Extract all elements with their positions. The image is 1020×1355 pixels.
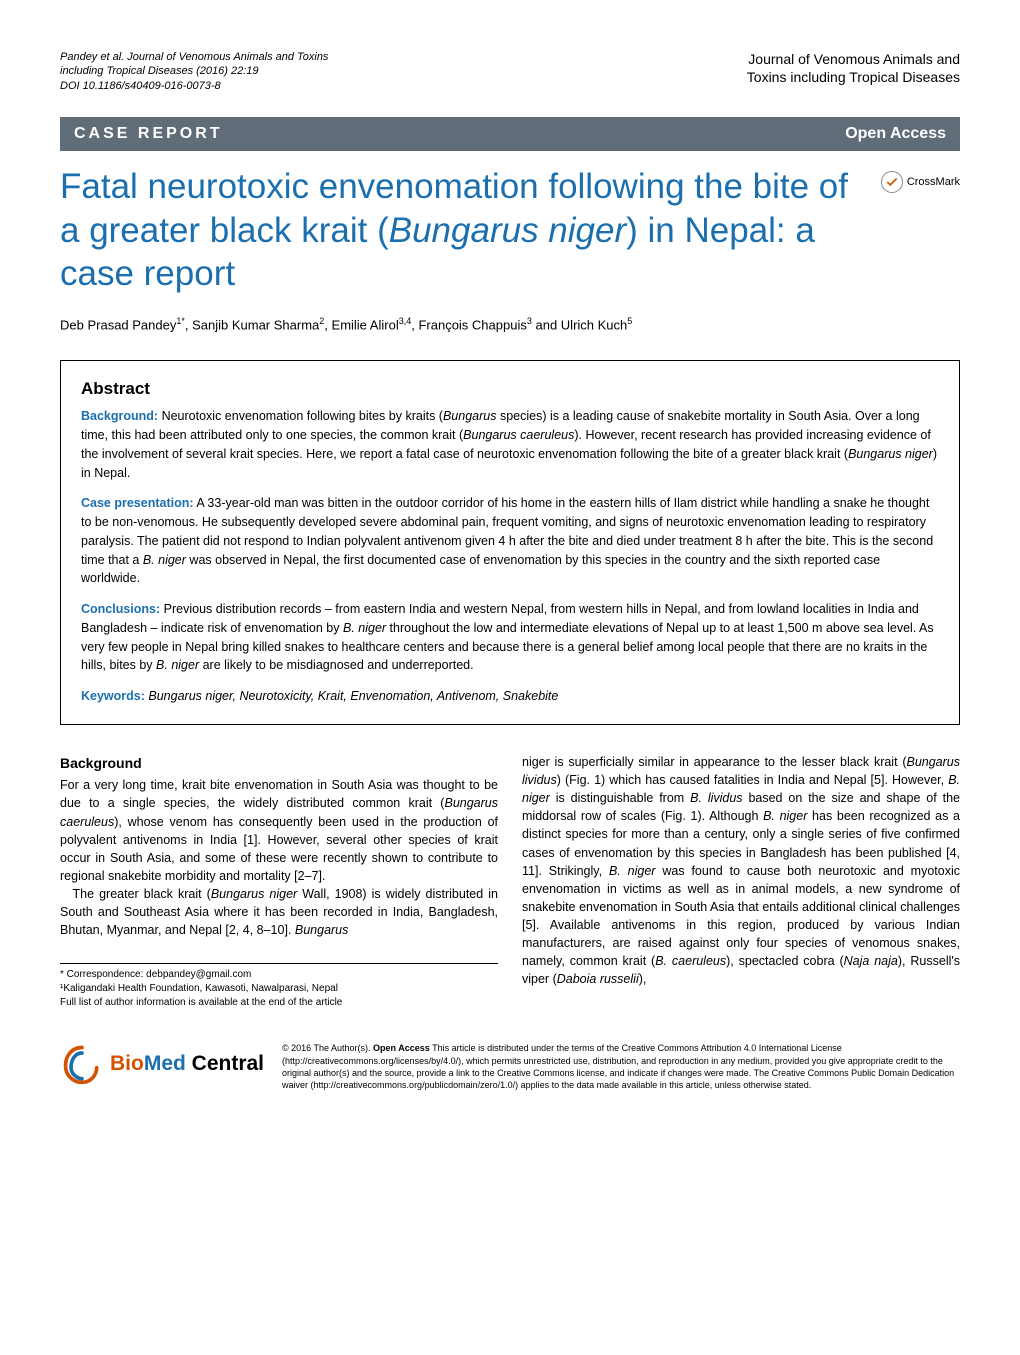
correspondence-affil: ¹Kaligandaki Health Foundation, Kawasoti… <box>60 982 498 996</box>
bmc-swirl-icon <box>60 1042 104 1086</box>
bmc-central: Central <box>186 1052 264 1075</box>
journal-line2: Toxins including Tropical Diseases <box>747 68 960 86</box>
bmc-bio: Bio <box>110 1052 144 1075</box>
abstract-box: Abstract Background: Neurotoxic envenoma… <box>60 360 960 725</box>
keywords-text: Bungarus niger, Neurotoxicity, Krait, En… <box>145 689 558 703</box>
citation: Pandey et al. Journal of Venomous Animal… <box>60 50 328 93</box>
abstract-heading: Abstract <box>81 379 939 399</box>
correspondence: * Correspondence: debpandey@gmail.com ¹K… <box>60 963 498 1010</box>
background-heading: Background <box>60 753 498 773</box>
biomed-central-logo: BioMed Central <box>60 1042 264 1086</box>
journal-logo: Journal of Venomous Animals and Toxins i… <box>747 50 960 86</box>
body-p2: The greater black krait (Bungarus niger … <box>60 885 498 939</box>
abstract-case-label: Case presentation: <box>81 496 194 510</box>
abstract-background-text: Neurotoxic envenomation following bites … <box>81 409 937 479</box>
journal-line1: Journal of Venomous Animals and <box>747 50 960 68</box>
abstract-background: Background: Neurotoxic envenomation foll… <box>81 407 939 482</box>
citation-line3: DOI 10.1186/s40409-016-0073-8 <box>60 79 328 93</box>
citation-line2: including Tropical Diseases (2016) 22:19 <box>60 64 328 78</box>
abstract-conclusions-label: Conclusions: <box>81 602 160 616</box>
body-p3: niger is superficially similar in appear… <box>522 753 960 989</box>
bmc-med: Med <box>144 1052 186 1075</box>
keywords-label: Keywords: <box>81 689 145 703</box>
footer: BioMed Central © 2016 The Author(s). Ope… <box>60 1030 960 1091</box>
bmc-text: BioMed Central <box>110 1052 264 1076</box>
correspondence-email: * Correspondence: debpandey@gmail.com <box>60 968 498 982</box>
citation-line1: Pandey et al. Journal of Venomous Animal… <box>60 50 328 64</box>
abstract-case: Case presentation: A 33-year-old man was… <box>81 494 939 588</box>
abstract-case-text: A 33-year-old man was bitten in the outd… <box>81 496 933 585</box>
abstract-conclusions: Conclusions: Previous distribution recor… <box>81 600 939 675</box>
open-access-label: Open Access <box>845 125 946 143</box>
abstract-background-label: Background: <box>81 409 158 423</box>
correspondence-note: Full list of author information is avail… <box>60 996 498 1010</box>
body-columns: Background For a very long time, krait b… <box>60 753 960 1010</box>
title-italic: Bungarus niger <box>389 211 626 250</box>
title-block: Fatal neurotoxic envenomation following … <box>60 165 960 296</box>
body-p1: For a very long time, krait bite envenom… <box>60 776 498 885</box>
header-top: Pandey et al. Journal of Venomous Animal… <box>60 50 960 93</box>
crossmark-text: CrossMark <box>907 176 960 188</box>
crossmark-icon <box>881 171 903 193</box>
article-type-band: CASE REPORT Open Access <box>60 117 960 151</box>
license-text: © 2016 The Author(s). Open Access This a… <box>282 1042 960 1091</box>
column-left: Background For a very long time, krait b… <box>60 753 498 1010</box>
column-right: niger is superficially similar in appear… <box>522 753 960 1010</box>
article-title: Fatal neurotoxic envenomation following … <box>60 165 881 296</box>
authors: Deb Prasad Pandey1*, Sanjib Kumar Sharma… <box>60 316 960 332</box>
abstract-keywords: Keywords: Bungarus niger, Neurotoxicity,… <box>81 687 939 706</box>
abstract-conclusions-text: Previous distribution records – from eas… <box>81 602 934 672</box>
article-type: CASE REPORT <box>74 125 223 143</box>
crossmark-badge[interactable]: CrossMark <box>881 171 960 193</box>
